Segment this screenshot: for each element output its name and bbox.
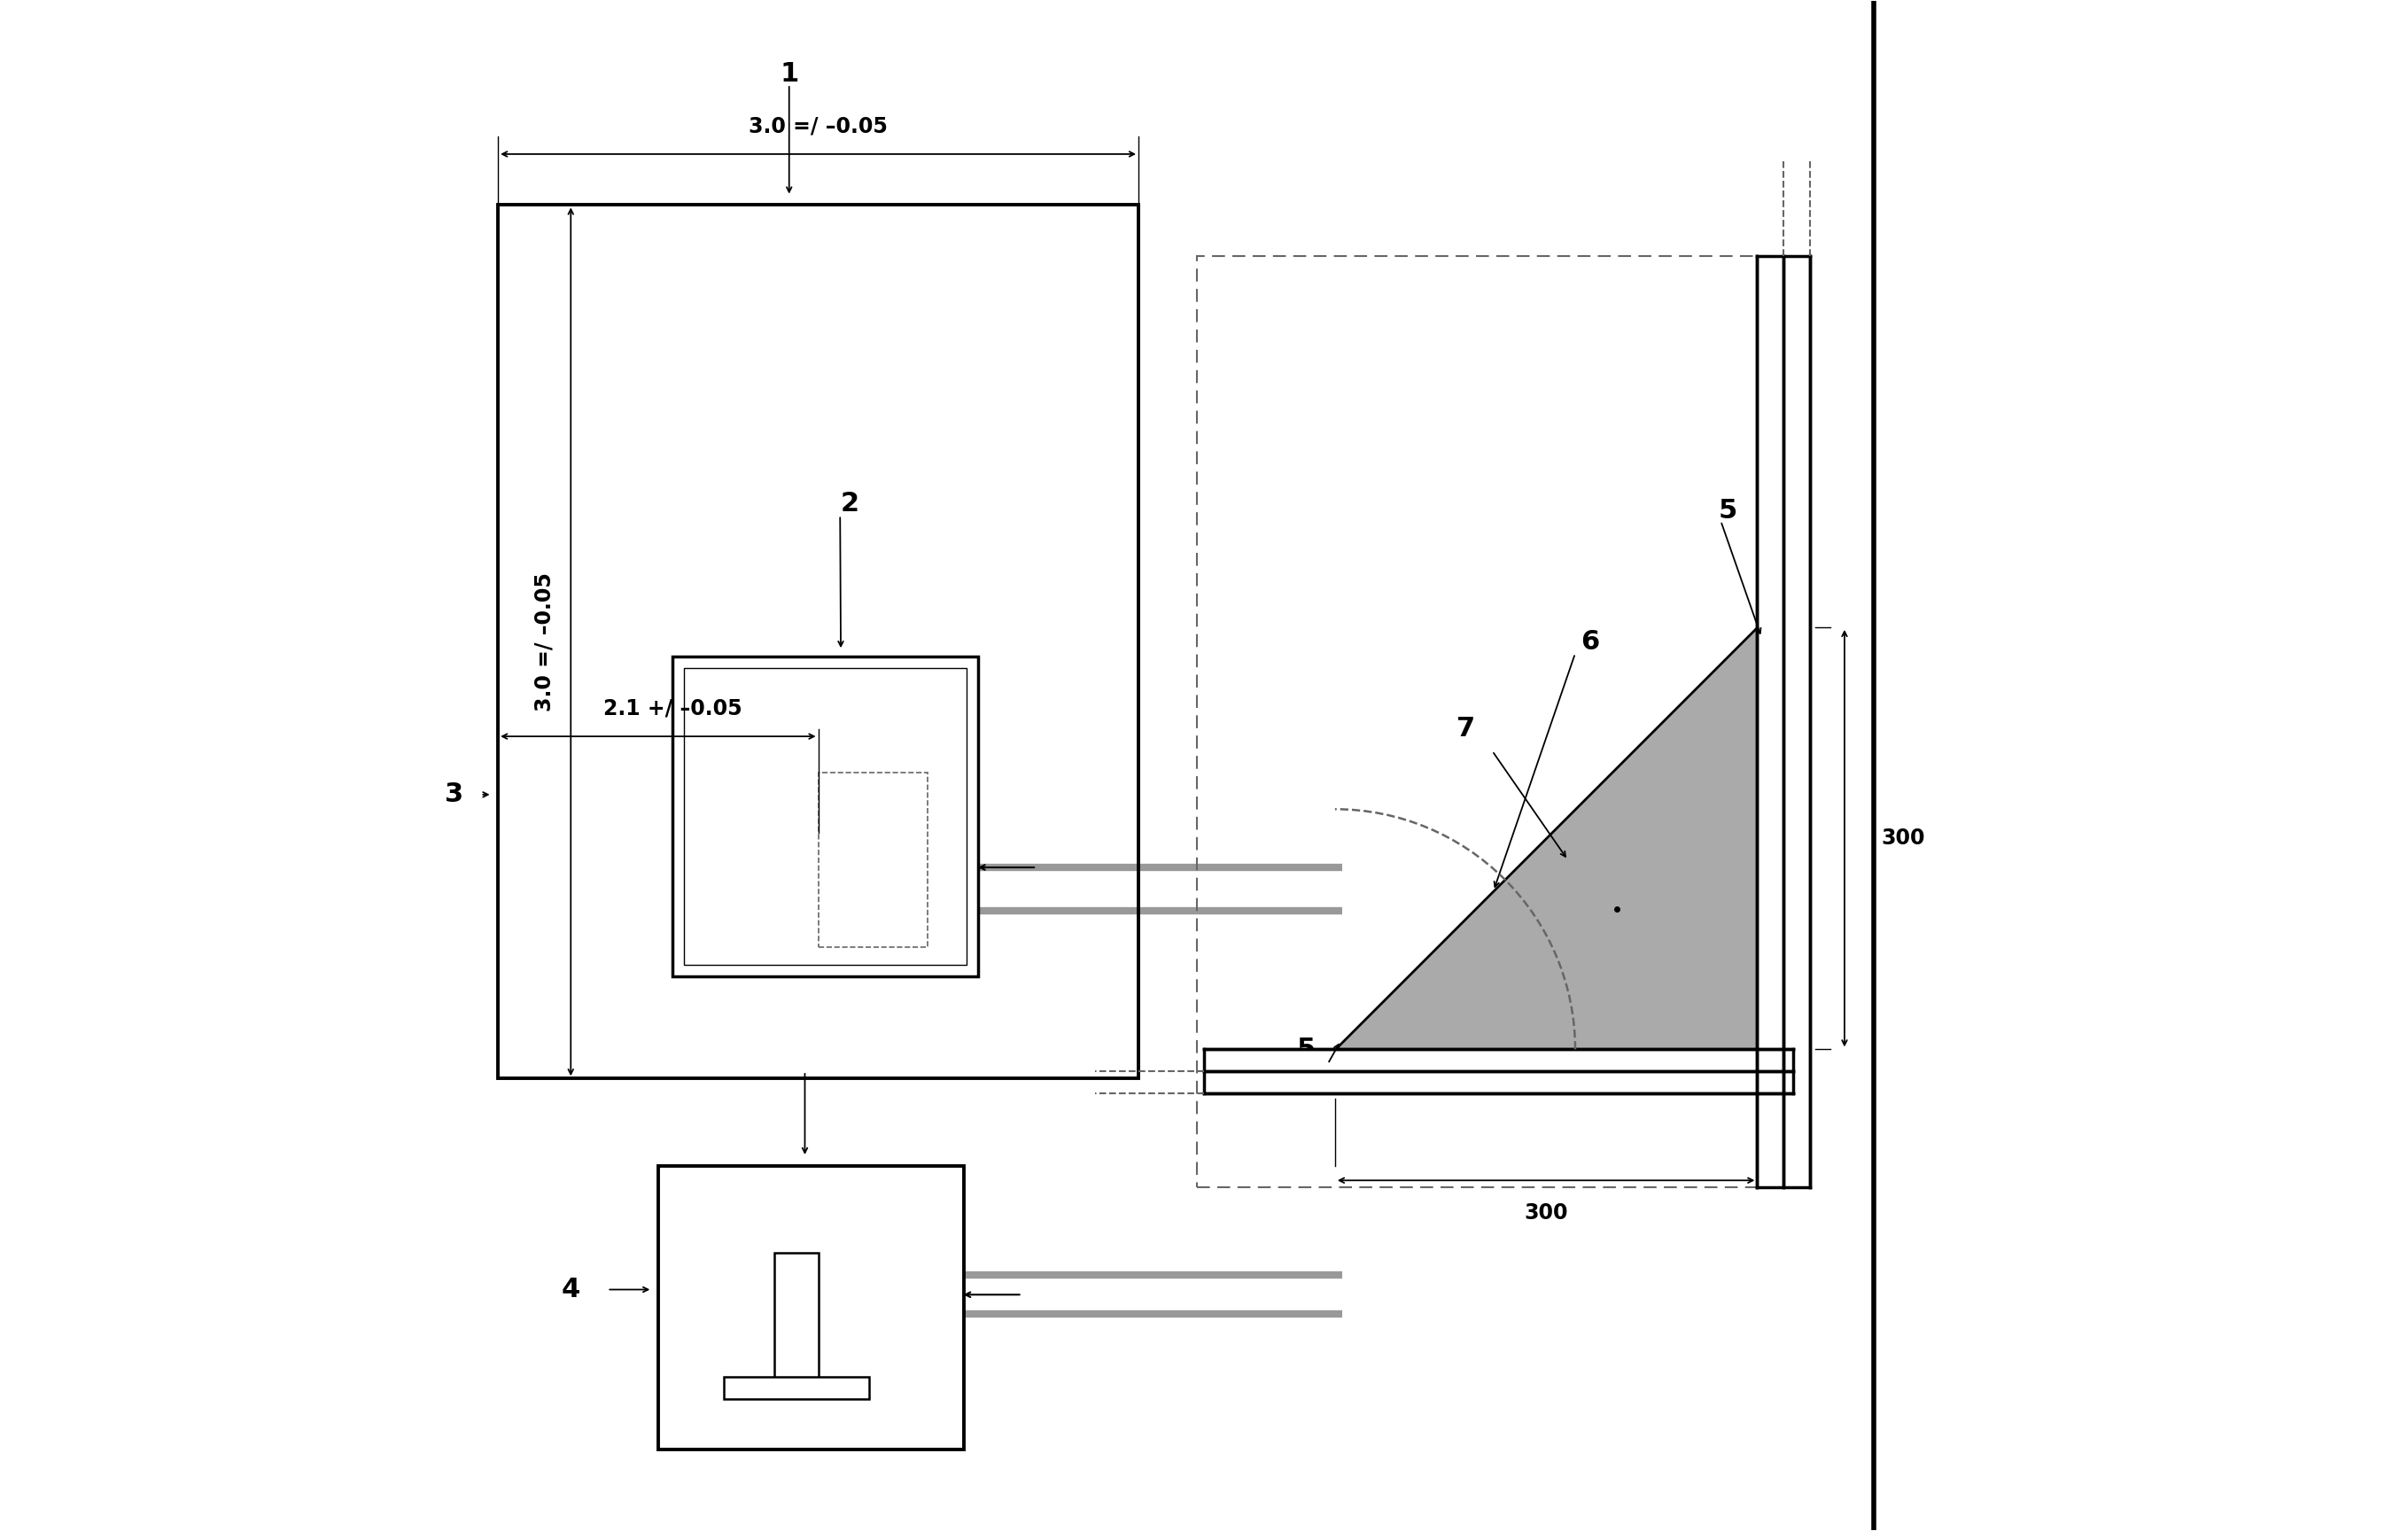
Bar bbox=[725, 1376, 869, 1399]
Text: 300: 300 bbox=[1881, 828, 1924, 848]
Bar bbox=[684, 668, 966, 965]
Text: 4: 4 bbox=[561, 1277, 580, 1303]
Bar bbox=[819, 773, 927, 948]
Bar bbox=[1758, 256, 1808, 1188]
Text: 5: 5 bbox=[1719, 498, 1739, 524]
Text: 3.0 =/ –0.05: 3.0 =/ –0.05 bbox=[535, 573, 556, 712]
Bar bbox=[775, 1254, 819, 1392]
Text: 3.0 =/ –0.05: 3.0 =/ –0.05 bbox=[749, 115, 889, 136]
Bar bbox=[1197, 256, 1801, 1188]
Text: 7: 7 bbox=[1457, 717, 1476, 743]
Text: 5: 5 bbox=[1296, 1036, 1315, 1063]
Bar bbox=[498, 205, 1139, 1078]
Text: 1: 1 bbox=[780, 61, 799, 87]
Bar bbox=[672, 657, 978, 977]
Polygon shape bbox=[1334, 628, 1758, 1049]
Text: 2.1 +/ –0.05: 2.1 +/ –0.05 bbox=[604, 698, 742, 720]
Text: 6: 6 bbox=[1580, 629, 1599, 655]
Bar bbox=[657, 1165, 963, 1450]
Bar bbox=[1204, 1049, 1794, 1093]
Text: 300: 300 bbox=[1524, 1202, 1568, 1223]
Text: 2: 2 bbox=[840, 490, 860, 516]
Text: 3: 3 bbox=[445, 782, 465, 807]
